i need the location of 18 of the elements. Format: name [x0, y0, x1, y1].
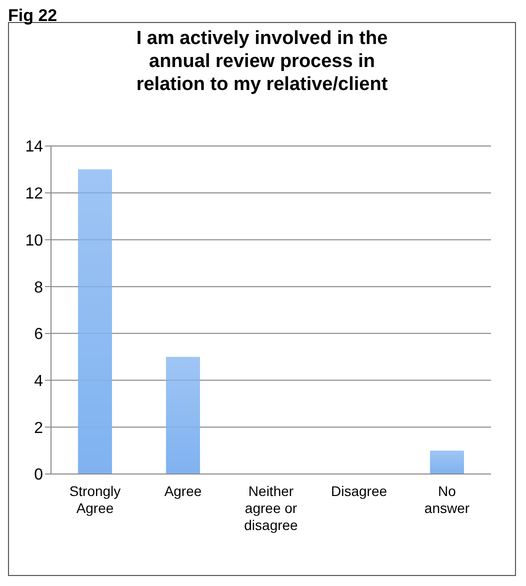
x-tick-label: Strongly Agree — [69, 483, 121, 516]
x-tick-label: Agree — [164, 483, 202, 499]
bar — [78, 169, 112, 474]
x-tick-label: Disagree — [330, 483, 388, 499]
bar — [166, 356, 200, 474]
chart-title: I am actively involved in the annual review process in relation to my relative/client — [135, 27, 389, 96]
y-tick-label: 14 — [25, 138, 44, 156]
y-tick-label: 8 — [34, 279, 44, 296]
y-tick-label: 4 — [34, 372, 44, 390]
y-tick-label: 2 — [34, 420, 44, 437]
x-tick-label: Neither agree or disagree — [244, 483, 298, 533]
bar — [430, 450, 464, 474]
y-tick-label: 10 — [25, 232, 44, 250]
y-tick-label: 12 — [25, 186, 44, 203]
x-tick-label: No answer — [424, 483, 470, 516]
caption: Fig 22 — [8, 6, 58, 25]
y-tick-label: 0 — [34, 466, 44, 484]
y-tick-label: 6 — [34, 326, 44, 344]
